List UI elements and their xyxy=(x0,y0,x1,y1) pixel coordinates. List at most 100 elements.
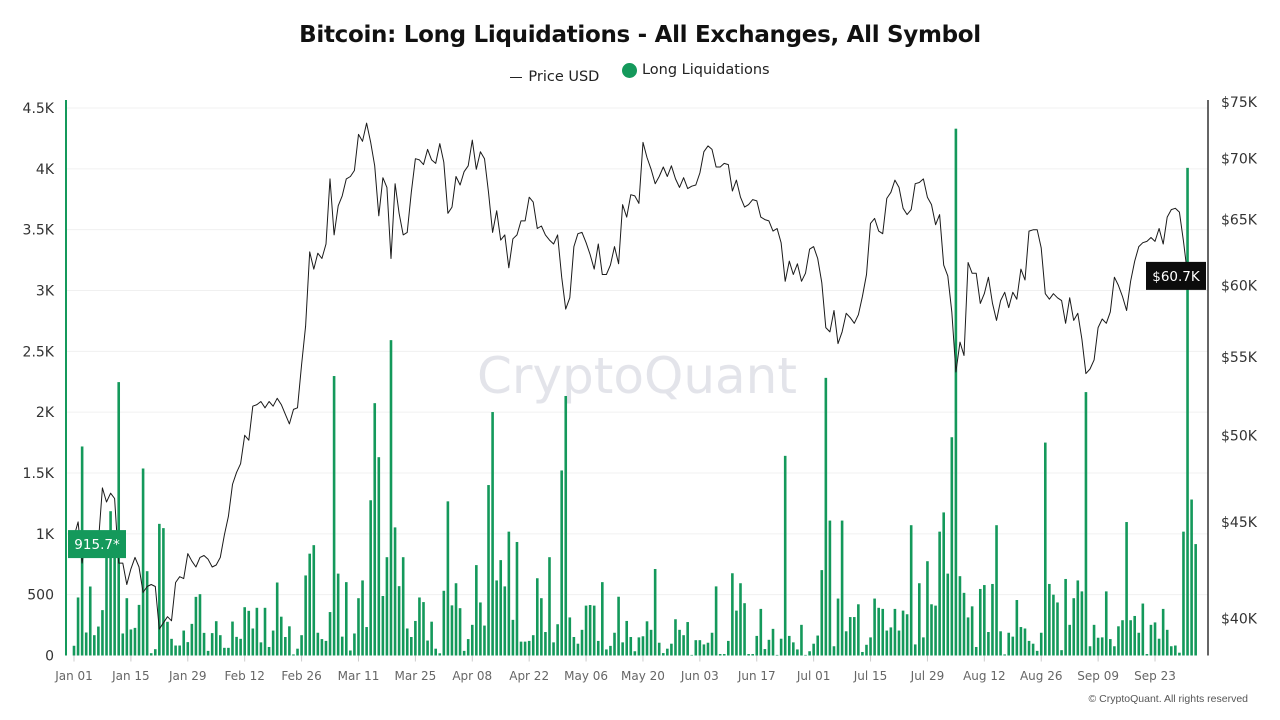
liquidation-bar xyxy=(133,627,137,656)
liquidation-bar xyxy=(1007,632,1011,656)
liquidation-bar xyxy=(145,571,149,656)
liquidation-bar xyxy=(84,632,88,656)
x-axis-tick-label: May 20 xyxy=(621,669,665,683)
liquidation-bar xyxy=(365,627,368,656)
liquidation-bar xyxy=(938,531,941,656)
liquidation-bar xyxy=(446,501,450,656)
liquidation-bar xyxy=(170,638,173,656)
liquidation-bar xyxy=(645,621,649,656)
liquidation-bar xyxy=(1161,608,1165,656)
liquidation-bar xyxy=(454,583,458,656)
liquidation-bar xyxy=(377,457,381,656)
liquidation-bar xyxy=(637,637,641,656)
liquidation-bar xyxy=(873,598,876,656)
x-axis-tick-label: Jan 15 xyxy=(111,669,150,683)
liquidation-bar xyxy=(499,560,503,656)
liquidation-bar xyxy=(231,621,234,656)
liquidation-bar xyxy=(1084,392,1088,656)
liquidation-bar xyxy=(970,606,974,656)
liquidation-bar xyxy=(584,605,588,656)
liquidation-bar xyxy=(458,608,462,656)
liquidation-bar xyxy=(560,470,563,656)
x-axis-tick-label: Sep 09 xyxy=(1077,669,1119,683)
liquidation-bar xyxy=(913,644,917,656)
liquidation-bar xyxy=(682,635,685,656)
liquidation-bar xyxy=(422,602,425,656)
x-axis-tick-label: Apr 22 xyxy=(509,669,549,683)
liquidation-bar xyxy=(576,643,580,656)
liquidation-bar xyxy=(641,636,645,656)
liquidation-bar xyxy=(1149,624,1153,656)
x-axis-tick-label: Jul 01 xyxy=(796,669,831,683)
liquidation-bar xyxy=(410,637,413,656)
last-price-value: $60.7K xyxy=(1152,269,1201,285)
liquidation-bar xyxy=(844,631,848,656)
liquidation-bar xyxy=(958,576,962,656)
liquidation-bar xyxy=(930,604,933,656)
last-liquidation-value: 915.7* xyxy=(74,537,120,553)
liquidation-bar xyxy=(93,635,96,656)
liquidation-bar xyxy=(978,588,982,656)
liquidation-bar xyxy=(1043,442,1047,656)
liquidation-bar xyxy=(344,582,348,656)
liquidation-bar xyxy=(1011,636,1015,656)
liquidation-bar xyxy=(759,608,763,656)
liquidation-bar xyxy=(710,632,714,656)
liquidation-bar xyxy=(414,620,417,656)
right-axis-tick-label: $45K xyxy=(1221,515,1258,531)
liquidation-bar xyxy=(1027,640,1031,656)
liquidation-bar xyxy=(893,608,897,656)
liquidation-bar xyxy=(153,649,157,656)
legend-item-price[interactable]: Price USD xyxy=(510,69,599,85)
x-axis-tick-label: Feb 12 xyxy=(225,669,265,683)
liquidation-bar xyxy=(702,644,706,656)
liquidation-bar xyxy=(182,630,186,656)
liquidation-bar xyxy=(1039,632,1043,656)
liquidation-bar xyxy=(540,598,543,656)
liquidation-bar xyxy=(1113,646,1116,656)
left-axis-tick-label: 3.5K xyxy=(23,223,55,239)
liquidation-bar xyxy=(353,633,356,656)
left-axis-tick-label: 1K xyxy=(36,527,55,543)
liquidation-bar xyxy=(804,654,807,656)
liquidation-bar xyxy=(397,586,401,656)
liquidation-bar xyxy=(787,635,791,656)
liquidation-bar xyxy=(1100,637,1104,656)
liquidation-bar xyxy=(361,580,364,656)
liquidation-bar xyxy=(771,628,775,656)
liquidation-bar xyxy=(946,573,950,656)
x-axis-tick-label: Jan 29 xyxy=(168,669,207,683)
liquidation-bar xyxy=(186,642,190,656)
liquidation-bar xyxy=(731,573,734,656)
liquidation-bar xyxy=(97,626,100,656)
right-axis-tick-label: $60K xyxy=(1221,278,1258,294)
liquidation-bar xyxy=(572,637,576,656)
liquidation-bar xyxy=(694,640,698,656)
liquidation-bar xyxy=(275,582,279,656)
x-axis-tick-label: May 06 xyxy=(564,669,608,683)
liquidation-bar xyxy=(1165,629,1169,656)
liquidation-bar xyxy=(670,643,673,656)
liquidation-bar xyxy=(1068,624,1071,656)
liquidation-bar xyxy=(861,651,864,656)
legend-item-liquidations[interactable]: Long Liquidations xyxy=(621,62,770,78)
liquidation-bar xyxy=(1194,544,1197,656)
liquidation-bar xyxy=(1125,522,1128,656)
liquidation-bar xyxy=(1019,627,1023,656)
liquidation-bar xyxy=(88,586,92,656)
liquidation-bar xyxy=(674,619,677,656)
x-axis-tick-label: Aug 26 xyxy=(1020,669,1063,683)
liquidation-bar xyxy=(832,646,836,656)
liquidation-bar xyxy=(1064,578,1067,656)
liquidation-bar xyxy=(974,646,978,656)
liquidation-bar xyxy=(808,651,811,656)
liquidation-bar xyxy=(548,557,551,656)
liquidation-bar xyxy=(243,607,246,656)
liquidation-bar xyxy=(349,650,352,656)
liquidation-bar xyxy=(1153,622,1157,656)
liquidation-bar xyxy=(373,403,377,656)
liquidation-bar xyxy=(601,582,604,656)
liquidation-bar xyxy=(210,633,214,656)
liquidation-bar xyxy=(1048,583,1051,656)
liquidation-bar xyxy=(202,632,206,656)
